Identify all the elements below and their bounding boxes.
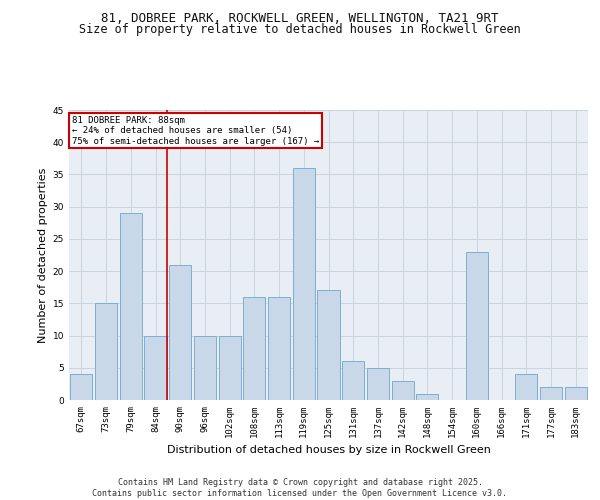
Bar [119, 213, 142, 400]
Bar [293, 168, 315, 400]
Bar [466, 252, 488, 400]
Text: 81, DOBREE PARK, ROCKWELL GREEN, WELLINGTON, TA21 9RT: 81, DOBREE PARK, ROCKWELL GREEN, WELLING… [101, 12, 499, 26]
Bar [317, 290, 340, 400]
Bar [268, 297, 290, 400]
Bar [70, 374, 92, 400]
Bar [95, 304, 117, 400]
Bar [565, 387, 587, 400]
Bar [342, 362, 364, 400]
Y-axis label: Number of detached properties: Number of detached properties [38, 168, 49, 342]
Text: Size of property relative to detached houses in Rockwell Green: Size of property relative to detached ho… [79, 22, 521, 36]
X-axis label: Distribution of detached houses by size in Rockwell Green: Distribution of detached houses by size … [167, 446, 490, 456]
Bar [515, 374, 538, 400]
Bar [218, 336, 241, 400]
Bar [145, 336, 167, 400]
Text: Contains HM Land Registry data © Crown copyright and database right 2025.
Contai: Contains HM Land Registry data © Crown c… [92, 478, 508, 498]
Bar [392, 380, 414, 400]
Bar [540, 387, 562, 400]
Text: 81 DOBREE PARK: 88sqm
← 24% of detached houses are smaller (54)
75% of semi-deta: 81 DOBREE PARK: 88sqm ← 24% of detached … [71, 116, 319, 146]
Bar [416, 394, 439, 400]
Bar [169, 264, 191, 400]
Bar [194, 336, 216, 400]
Bar [243, 297, 265, 400]
Bar [367, 368, 389, 400]
